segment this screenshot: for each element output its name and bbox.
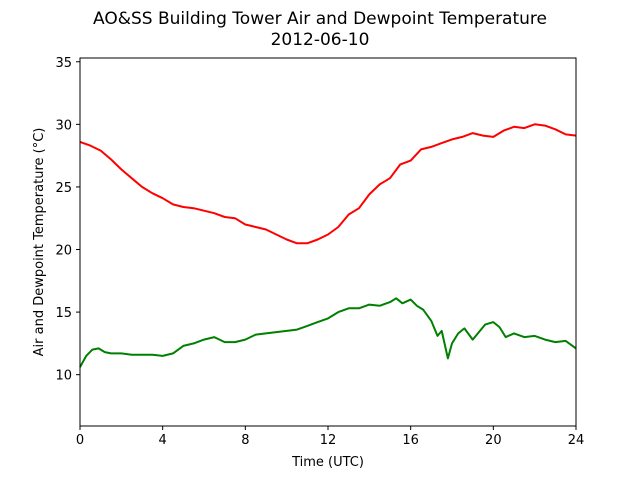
y-tick-label: 15 [55,306,72,321]
y-tick-label: 30 [55,118,72,133]
y-tick-label: 20 [55,244,72,259]
y-tick-label: 25 [55,181,72,196]
series-line-2 [79,297,577,368]
x-tick-label: 0 [76,433,84,448]
chart-title: AO&SS Building Tower Air and Dewpoint Te… [93,9,547,29]
x-tick-label: 20 [485,433,502,448]
x-tick-label: 4 [159,433,167,448]
series-line-1 [79,123,577,245]
y-tick-label: 35 [55,56,72,71]
x-tick-label: 16 [402,433,419,448]
x-tick-label: 24 [568,433,585,448]
axes-frame [79,57,577,427]
series-layer [79,123,577,368]
x-tick-label: 12 [320,433,337,448]
x-axis-label: Time (UTC) [291,455,364,470]
y-tick-label: 10 [55,369,72,384]
y-axis-label: Air and Dewpoint Temperature (°C) [32,128,47,357]
x-tick-label: 8 [241,433,249,448]
tick-layer: 0 4 8 12 16 20 24 10 15 20 25 30 35 [55,56,584,448]
chart-subtitle: 2012-06-10 [271,30,370,50]
